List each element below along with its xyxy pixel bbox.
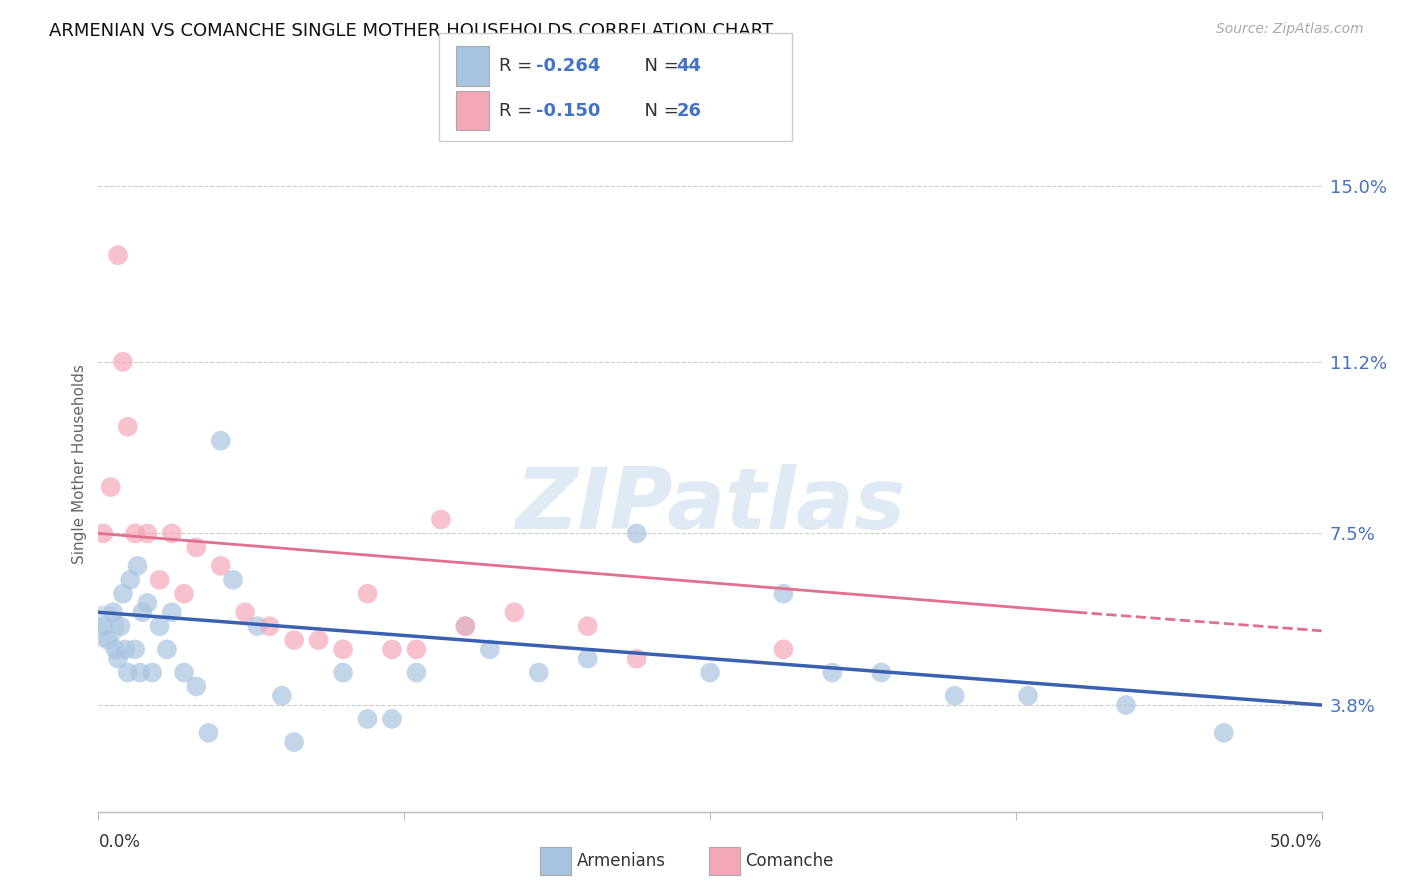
Point [173,665,195,680]
Point [107,248,129,262]
Point [100,480,122,494]
Text: R =: R = [499,102,538,120]
Text: R =: R = [499,57,538,75]
Point [120,573,142,587]
Point [626,651,648,665]
Point [186,541,208,555]
Point [209,558,232,573]
Point [821,665,844,680]
Point [173,587,195,601]
Point [233,605,256,619]
Point [111,355,134,369]
Point [1017,689,1039,703]
Text: 44: 44 [676,57,702,75]
Text: 0.0%: 0.0% [98,832,141,851]
Point [114,642,136,657]
Point [141,665,163,680]
Point [111,587,134,601]
Point [97,633,120,648]
Point [283,735,305,749]
Point [405,665,427,680]
Point [332,642,354,657]
Point [131,605,153,619]
Point [1212,726,1234,740]
Point [209,434,232,448]
Point [149,619,172,633]
Point [129,665,152,680]
Point [626,526,648,541]
Point [117,665,139,680]
Point [127,558,149,573]
Text: N =: N = [633,102,685,120]
Point [136,526,159,541]
Point [91,526,114,541]
Point [430,512,453,526]
Text: Source: ZipAtlas.com: Source: ZipAtlas.com [1216,22,1364,37]
Text: Armenians: Armenians [576,852,665,870]
Point [91,619,114,633]
Point [104,642,127,657]
Point [1115,698,1137,712]
Point [308,633,330,648]
Point [356,587,378,601]
Point [699,665,721,680]
Point [136,596,159,610]
Point [124,642,146,657]
Text: N =: N = [633,57,685,75]
Point [197,726,219,740]
Text: ZIPatlas: ZIPatlas [515,464,905,547]
Point [381,712,404,726]
Point [110,619,132,633]
Point [107,651,129,665]
Point [222,573,245,587]
Point [943,689,966,703]
Point [772,587,794,601]
Y-axis label: Single Mother Households: Single Mother Households [72,364,87,564]
Point [270,689,294,703]
Point [381,642,404,657]
Point [478,642,501,657]
Text: 26: 26 [676,102,702,120]
Point [527,665,550,680]
Point [101,605,124,619]
Text: Comanche: Comanche [745,852,834,870]
Text: -0.264: -0.264 [536,57,600,75]
Point [149,573,172,587]
Text: ARMENIAN VS COMANCHE SINGLE MOTHER HOUSEHOLDS CORRELATION CHART: ARMENIAN VS COMANCHE SINGLE MOTHER HOUSE… [49,22,773,40]
Text: -0.150: -0.150 [536,102,600,120]
Point [576,651,599,665]
Point [186,680,208,694]
Point [454,619,477,633]
Point [259,619,281,633]
Point [870,665,893,680]
Point [356,712,378,726]
Point [503,605,526,619]
Point [332,665,354,680]
Point [124,526,146,541]
Text: 50.0%: 50.0% [1270,832,1322,851]
Point [405,642,427,657]
Point [160,605,183,619]
Point [160,526,183,541]
Point [283,633,305,648]
Point [246,619,269,633]
Point [454,619,477,633]
Point [772,642,794,657]
Point [117,419,139,434]
Point [576,619,599,633]
Point [156,642,179,657]
Point [91,619,114,633]
